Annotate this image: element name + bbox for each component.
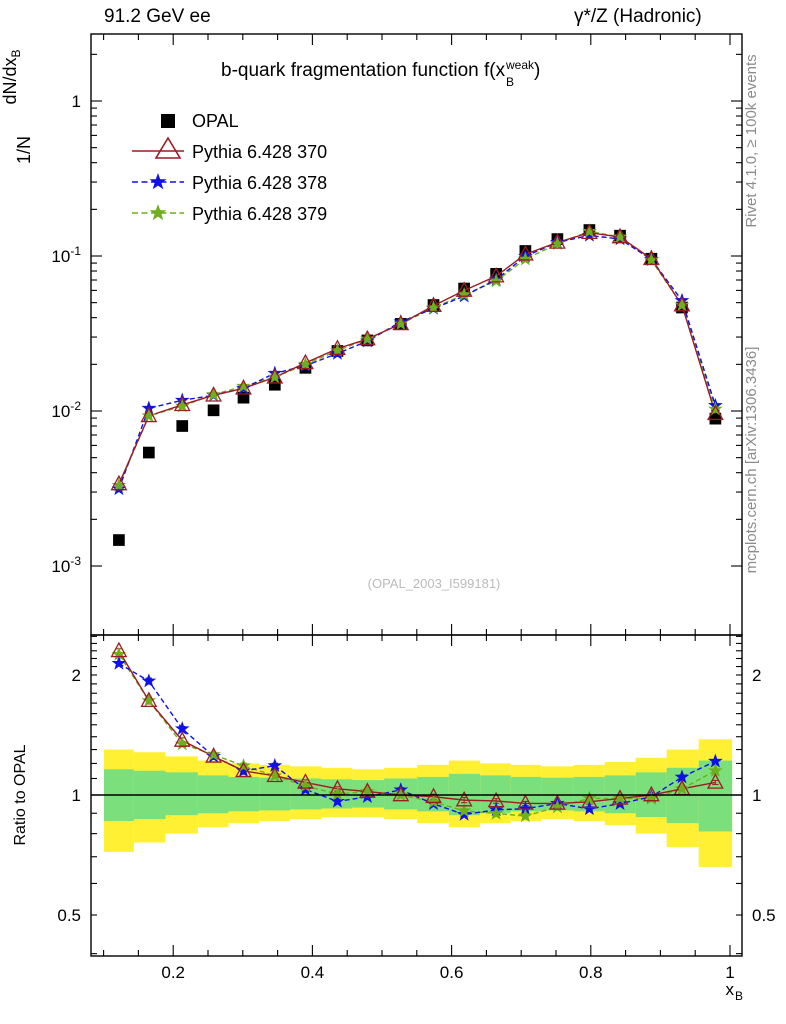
svg-text:0.5: 0.5 <box>57 906 81 925</box>
svg-text:0.8: 0.8 <box>579 963 603 982</box>
svg-text:0.4: 0.4 <box>301 963 325 982</box>
svg-text:Pythia 6.428 379: Pythia 6.428 379 <box>192 204 327 224</box>
svg-text:): ) <box>534 60 540 81</box>
svg-text:weak: weak <box>505 58 535 72</box>
svg-text:Ratio to OPAL: Ratio to OPAL <box>12 744 29 845</box>
svg-text:0.5: 0.5 <box>752 906 776 925</box>
svg-text:1: 1 <box>72 786 81 805</box>
svg-text:Rivet 4.1.0, ≥ 100k events: Rivet 4.1.0, ≥ 100k events <box>743 54 760 227</box>
svg-text:2: 2 <box>752 666 761 685</box>
svg-text:dN/dxB: dN/dxB <box>0 49 23 104</box>
svg-text:OPAL: OPAL <box>192 111 239 131</box>
svg-text:Pythia 6.428 370: Pythia 6.428 370 <box>192 142 327 162</box>
svg-text:91.2 GeV ee: 91.2 GeV ee <box>104 6 211 27</box>
svg-text:Pythia 6.428 378: Pythia 6.428 378 <box>192 173 327 193</box>
svg-text:0.6: 0.6 <box>440 963 464 982</box>
svg-text:0.2: 0.2 <box>161 963 185 982</box>
svg-text:x: x <box>726 980 735 999</box>
svg-text:B: B <box>506 75 514 89</box>
svg-text:γ*/Z (Hadronic): γ*/Z (Hadronic) <box>574 6 702 27</box>
svg-text:(OPAL_2003_I599181): (OPAL_2003_I599181) <box>368 576 501 591</box>
svg-text:2: 2 <box>72 666 81 685</box>
svg-text:b-quark fragmentation function: b-quark fragmentation function f(x <box>221 60 506 81</box>
svg-text:B: B <box>735 989 743 1003</box>
svg-text:1: 1 <box>72 92 81 111</box>
svg-text:mcplots.cern.ch [arXiv:1306.34: mcplots.cern.ch [arXiv:1306.3436] <box>743 347 760 574</box>
svg-text:1: 1 <box>752 786 761 805</box>
svg-text:1/N: 1/N <box>14 136 34 164</box>
